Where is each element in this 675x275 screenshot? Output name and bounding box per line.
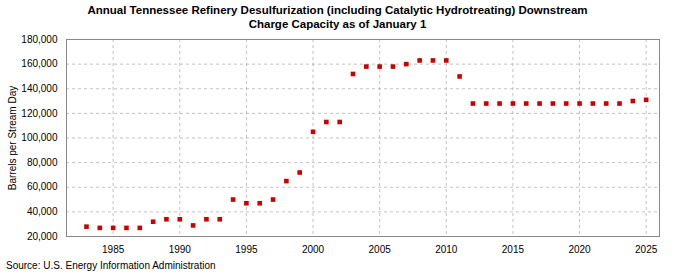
html-text:Source: U.S. Energy Informatio: Source: U.S. Energy Information Administ… [6, 260, 216, 271]
svg-text:2015: 2015 [502, 244, 525, 255]
svg-text:1985: 1985 [102, 244, 125, 255]
svg-text:2020: 2020 [568, 244, 591, 255]
svg-text:1990: 1990 [169, 244, 192, 255]
svg-text:100,000: 100,000 [21, 132, 58, 143]
svg-text:120,000: 120,000 [21, 108, 58, 119]
html-text:Annual Tennessee Refinery Desu: Annual Tennessee Refinery Desulfurizatio… [87, 4, 588, 30]
svg-text:180,000: 180,000 [21, 34, 58, 45]
svg-text:20,000: 20,000 [27, 231, 58, 242]
svg-text:Barrels per Stream Day: Barrels per Stream Day [7, 86, 18, 190]
svg-text:2010: 2010 [435, 244, 458, 255]
svg-text:80,000: 80,000 [27, 157, 58, 168]
svg-text:2025: 2025 [635, 244, 658, 255]
svg-text:140,000: 140,000 [21, 83, 58, 94]
svg-text:2005: 2005 [369, 244, 392, 255]
svg-text:60,000: 60,000 [27, 181, 58, 192]
svg-text:1995: 1995 [235, 244, 258, 255]
svg-text:160,000: 160,000 [21, 58, 58, 69]
svg-text:40,000: 40,000 [27, 206, 58, 217]
svg-text:2000: 2000 [302, 244, 325, 255]
